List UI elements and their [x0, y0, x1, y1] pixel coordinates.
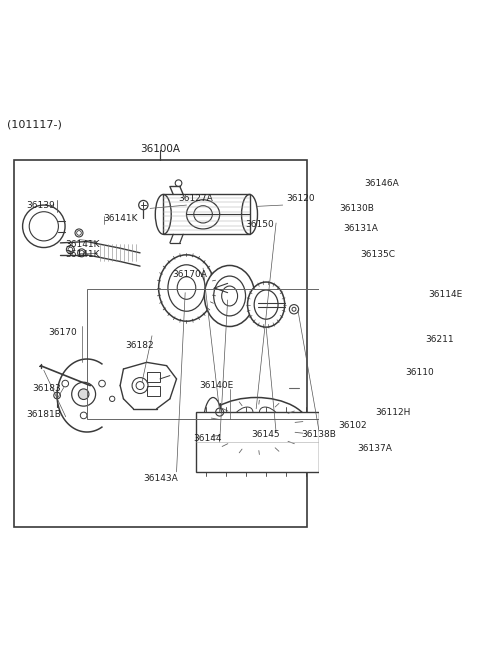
- Text: 36130B: 36130B: [339, 204, 374, 213]
- Ellipse shape: [158, 255, 215, 321]
- Text: 36170A: 36170A: [172, 271, 207, 279]
- Text: 36141K: 36141K: [66, 240, 100, 249]
- Bar: [372, 329, 419, 349]
- Text: 36141K: 36141K: [104, 214, 138, 223]
- Text: 36127A: 36127A: [179, 194, 213, 203]
- Bar: [392, 250, 429, 362]
- Text: 36182: 36182: [125, 341, 154, 350]
- Text: 36150: 36150: [245, 221, 274, 229]
- Bar: [196, 412, 319, 472]
- Text: 36143A: 36143A: [144, 474, 178, 483]
- Ellipse shape: [372, 254, 472, 371]
- Text: 36144: 36144: [193, 434, 222, 443]
- Bar: [87, 290, 333, 419]
- Bar: [339, 213, 379, 246]
- Text: 36139: 36139: [26, 200, 55, 210]
- Text: (101117-): (101117-): [7, 120, 62, 130]
- Ellipse shape: [214, 276, 246, 316]
- Text: 36138B: 36138B: [301, 430, 336, 438]
- Text: 36131A: 36131A: [343, 224, 378, 233]
- Ellipse shape: [204, 265, 255, 326]
- Text: 36181B: 36181B: [26, 409, 61, 419]
- Ellipse shape: [203, 398, 223, 457]
- Ellipse shape: [168, 265, 205, 311]
- Text: 36145: 36145: [252, 430, 280, 438]
- Text: 36100A: 36100A: [140, 143, 180, 154]
- Text: 36102: 36102: [338, 421, 366, 430]
- Text: 36170: 36170: [48, 328, 77, 337]
- Text: 36183: 36183: [33, 384, 61, 394]
- Ellipse shape: [254, 290, 278, 319]
- Text: 36120: 36120: [286, 194, 315, 203]
- Text: 36135C: 36135C: [360, 250, 396, 259]
- Text: 36137A: 36137A: [358, 444, 393, 453]
- Text: 36110: 36110: [406, 368, 434, 377]
- Ellipse shape: [387, 271, 456, 354]
- Text: 36112H: 36112H: [376, 407, 411, 417]
- Text: 36211: 36211: [425, 335, 454, 344]
- Text: 36114E: 36114E: [429, 290, 463, 299]
- Text: 36140E: 36140E: [200, 381, 234, 390]
- Bar: [14, 160, 307, 527]
- Ellipse shape: [203, 398, 309, 457]
- Circle shape: [78, 389, 89, 400]
- Ellipse shape: [369, 403, 422, 472]
- Bar: [147, 372, 160, 383]
- Text: 36146A: 36146A: [364, 179, 399, 188]
- Ellipse shape: [356, 388, 435, 487]
- Text: 36141K: 36141K: [66, 250, 100, 259]
- Bar: [338, 314, 374, 335]
- Ellipse shape: [248, 282, 285, 327]
- Bar: [147, 386, 160, 396]
- Bar: [163, 195, 250, 234]
